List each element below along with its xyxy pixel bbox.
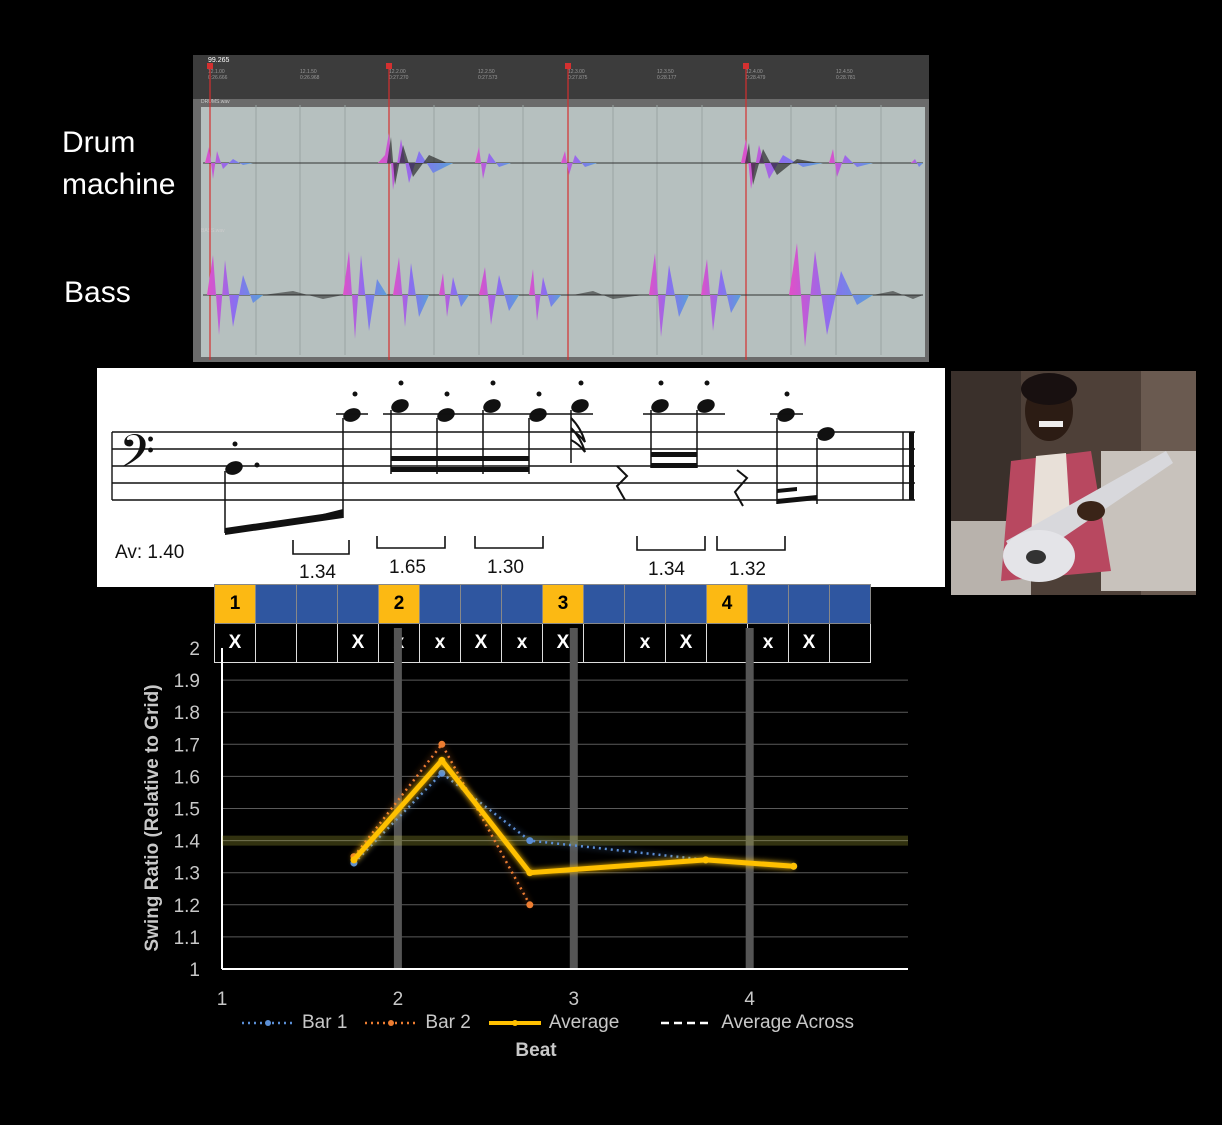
daw-tempo: 99.265 (208, 57, 230, 64)
legend-item-average: Average (487, 1012, 619, 1034)
data-point-average (790, 862, 798, 870)
legend-label: Average (548, 1012, 620, 1033)
x-tick-label: 3 (569, 989, 580, 1010)
beat-cell: 1 (214, 584, 256, 624)
hit-cell: X (337, 623, 379, 663)
legend-label: Average Across (721, 1012, 855, 1033)
beat-cell (419, 584, 461, 624)
bassist-photo-image (951, 371, 1196, 595)
daw-track-header-bass[interactable]: BASS.wav (201, 228, 225, 234)
data-point-bar-2 (438, 740, 446, 748)
beat-cell (829, 584, 871, 624)
beat-cell (501, 584, 543, 624)
hit-cell: X (665, 623, 707, 663)
hit-cell (829, 623, 871, 663)
beat-cell (624, 584, 666, 624)
daw-tick: 12.2.50 0:27.573 (478, 69, 498, 81)
daw-tick: 12.4.00 0:28.479 (746, 69, 766, 81)
daw-tick: 12.3.00 0:27.875 (568, 69, 588, 81)
beat-cell (788, 584, 830, 624)
bass-staff: 𝄢 (111, 380, 915, 555)
legend-swatch-average (488, 1020, 541, 1026)
legend-swatch-bar-1 (242, 1020, 294, 1026)
daw-ruler[interactable]: 99.265 12.1.00 0:26.666 12.1.50 0:26.968 1… (193, 55, 929, 99)
beat-cell (255, 584, 297, 624)
daw-waveforms (203, 63, 923, 360)
y-tick-label: 1.7 (174, 735, 200, 756)
y-tick-label: 1.3 (174, 864, 200, 885)
daw-tick: 12.1.00 0:26.666 (208, 69, 228, 81)
x-gridlines (393, 628, 754, 969)
data-point-bar-1 (438, 769, 446, 777)
drum-machine-label: Drum machine (62, 126, 176, 201)
y-tick-label: 1.5 (174, 800, 200, 821)
y-tick-labels: 1 1.1 1.2 1.3 1.4 1.5 1.6 1.7 1.8 1.9 2 (174, 639, 201, 981)
y-tick-label: 1.1 (174, 928, 200, 949)
swing-ratio-label: 1.34 (299, 562, 336, 583)
swing-ratio-label: 1.32 (729, 559, 766, 580)
daw-tick: 12.1.50 0:26.968 (300, 69, 320, 81)
daw-track-header-drums[interactable]: DRUMS.wav (201, 99, 230, 105)
hit-cell: X (788, 623, 830, 663)
y-tick-label: 1.2 (174, 896, 200, 917)
daw-tick: 12.2.00 0:27.270 (389, 69, 409, 81)
hit-cell (706, 623, 748, 663)
x-tick-labels: 1 2 3 4 (217, 989, 756, 1010)
legend-swatch-bar-2 (365, 1020, 418, 1026)
x-tick-label: 2 (393, 989, 404, 1010)
y-tick-label: 1.4 (174, 832, 201, 853)
hit-cell: x (747, 623, 789, 663)
y-tick-label: 1.9 (174, 671, 200, 692)
x-tick-label: 4 (744, 989, 755, 1010)
legend-label: Bar 2 (425, 1012, 471, 1033)
hit-cell: x (501, 623, 543, 663)
beat-cell (337, 584, 379, 624)
daw-tick: 12.4.50 0:28.781 (836, 69, 856, 81)
y-tick-label: 1.6 (174, 767, 200, 788)
y-tick-label: 1.8 (174, 703, 200, 724)
sheet-music-notation: 𝄢 (97, 368, 945, 587)
beat-cell (460, 584, 502, 624)
data-point-average (438, 756, 446, 764)
chart-series (222, 740, 908, 909)
bassist-photo (951, 371, 1196, 595)
y-tick-label: 2 (189, 639, 200, 660)
data-point-average (526, 869, 534, 877)
legend-label: Bar 1 (302, 1012, 348, 1033)
y-gridlines (222, 679, 908, 938)
daw-tick: 12.3.50 0:28.177 (657, 69, 677, 81)
beat-cell: 3 (542, 584, 584, 624)
hit-cell (296, 623, 338, 663)
legend-item-bar-1: Bar 1 (240, 1012, 347, 1034)
hit-cell (583, 623, 625, 663)
svg-text:𝄢: 𝄢 (119, 425, 155, 490)
hit-cell: X (460, 623, 502, 663)
data-point-bar-1 (526, 837, 534, 845)
x-axis-label: Beat (515, 1040, 557, 1061)
data-point-average (702, 856, 710, 864)
daw-waveform-view: 99.265 12.1.00 0:26.666 12.1.50 0:26.968 1… (193, 55, 929, 362)
swing-ratio-label: 1.34 (648, 559, 685, 580)
bass-label: Bass (64, 276, 131, 309)
series-line-bar-2 (352, 742, 531, 906)
legend-swatch-average-across (661, 1021, 714, 1025)
swing-ratio-label: 1.65 (389, 557, 426, 578)
beat-grid: 1 2 3 4 X X x x X x X x X x X (214, 584, 871, 663)
hit-cell (255, 623, 297, 663)
chart-axes (221, 648, 908, 970)
legend-item-average-across: Average Across (659, 1012, 854, 1034)
beat-cell (665, 584, 707, 624)
beat-row: 1 2 3 4 (214, 584, 871, 624)
y-tick-label: 1 (189, 960, 200, 981)
data-point-bar-2 (526, 901, 534, 909)
swing-average-text: Av: 1.40 (115, 542, 185, 563)
data-point-average (350, 856, 358, 864)
swing-ratio-label: 1.30 (487, 557, 524, 578)
y-axis-label: Swing Ratio (Relative to Grid) (142, 684, 163, 951)
x-tick-label: 1 (217, 989, 228, 1010)
chart-legend: Bar 1 Bar 2 Average Average Across (240, 1010, 854, 1036)
beat-cell: 2 (378, 584, 420, 624)
legend-item-bar-2: Bar 2 (363, 1012, 471, 1034)
